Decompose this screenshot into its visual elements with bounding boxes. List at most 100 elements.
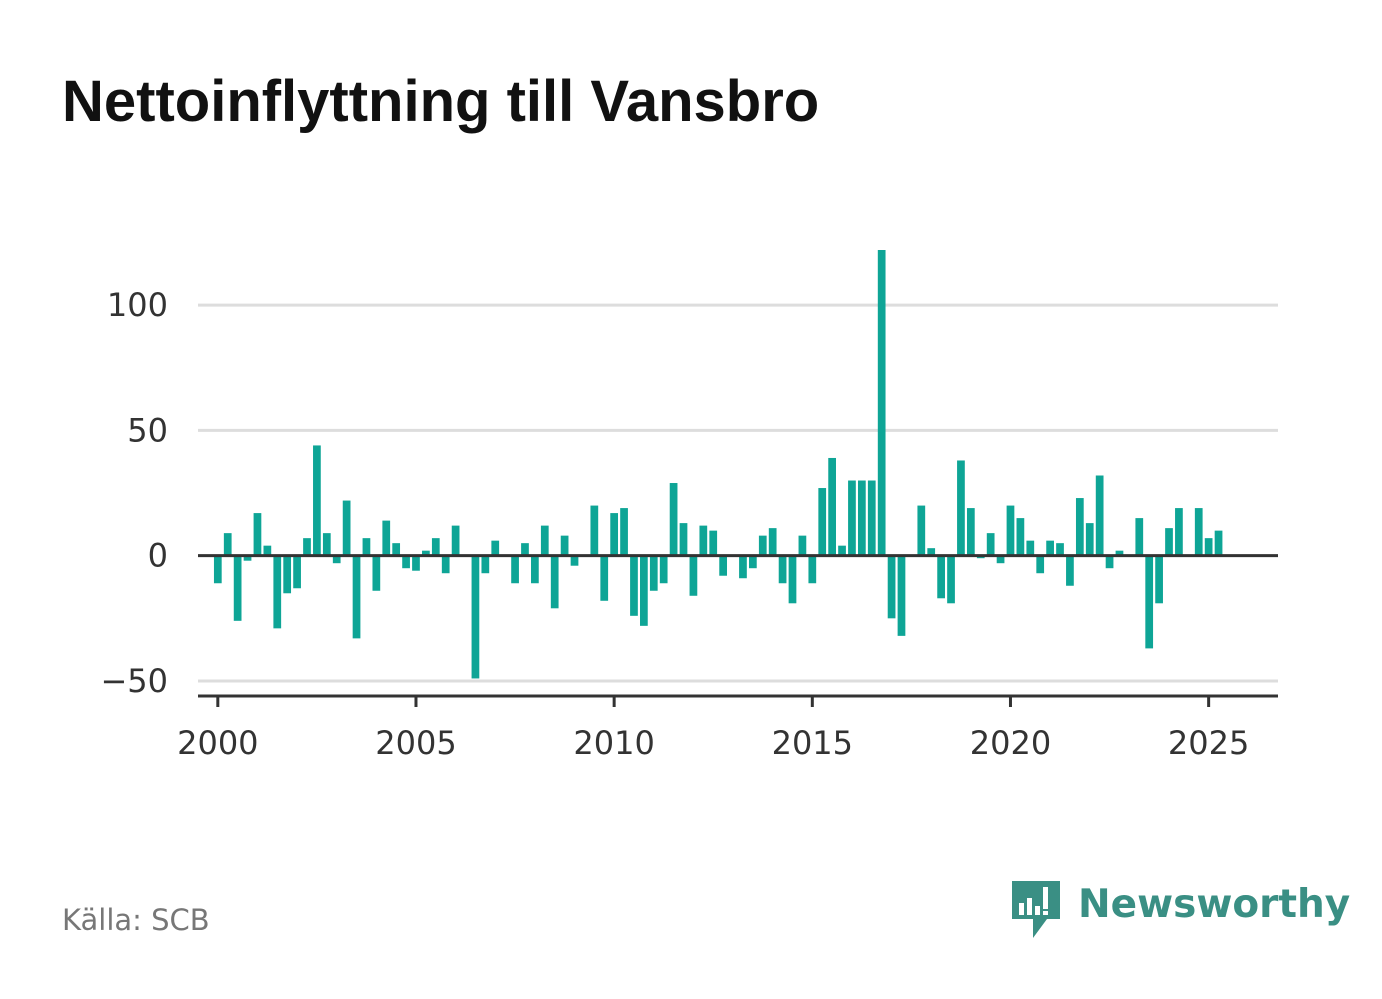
bar	[471, 555, 480, 679]
bar	[1075, 498, 1084, 556]
bar	[1165, 528, 1173, 556]
bar	[986, 533, 995, 556]
bar	[481, 555, 490, 574]
bars	[213, 250, 1223, 679]
bar	[1085, 523, 1094, 556]
gridlines	[198, 303, 1278, 683]
bar	[283, 555, 292, 594]
bar	[1036, 555, 1045, 574]
bar	[1066, 555, 1074, 586]
bar	[402, 555, 410, 569]
bar	[451, 525, 460, 556]
newsworthy-logo[interactable]: Newsworthy	[1012, 881, 1350, 938]
bar	[431, 538, 440, 556]
bar	[1204, 538, 1213, 556]
bar	[957, 460, 965, 556]
x-tick-label: 2015	[772, 724, 853, 762]
bar	[233, 555, 242, 621]
bar	[699, 525, 708, 556]
x-tick-label: 2000	[177, 724, 258, 762]
bar	[719, 555, 728, 576]
bar	[531, 555, 539, 584]
bar	[630, 555, 638, 616]
bar	[996, 555, 1005, 564]
bar	[511, 555, 519, 584]
source-label: Källa: SCB	[62, 903, 210, 937]
bar	[610, 513, 619, 556]
bar	[758, 535, 767, 556]
bar	[313, 445, 321, 556]
bar	[263, 545, 272, 556]
bar	[293, 555, 301, 589]
brand-name: Newsworthy	[1078, 882, 1350, 927]
bar	[867, 480, 876, 556]
bar	[818, 488, 827, 556]
bar	[1145, 555, 1154, 649]
bar	[838, 545, 846, 556]
bar	[570, 555, 579, 566]
bar	[590, 505, 599, 556]
y-tick-label: 50	[127, 411, 168, 449]
bar	[1194, 508, 1203, 556]
bar	[1026, 540, 1035, 556]
bar	[748, 555, 757, 569]
bar	[253, 513, 262, 556]
bar	[521, 543, 529, 556]
bar	[1155, 555, 1163, 604]
bar	[709, 530, 718, 556]
y-tick-label: −50	[100, 662, 168, 700]
bar	[1175, 508, 1183, 556]
bar	[620, 508, 628, 556]
bar	[441, 555, 450, 574]
bar	[778, 555, 787, 584]
bar	[828, 457, 836, 556]
bar	[372, 555, 381, 591]
bar	[966, 508, 975, 556]
y-tick-label: 100	[107, 286, 168, 324]
bar	[1115, 550, 1124, 556]
bar	[273, 555, 282, 629]
bar	[877, 250, 886, 556]
x-tick-label: 2010	[573, 724, 654, 762]
x-tick-label: 2025	[1168, 724, 1249, 762]
bar	[768, 528, 777, 556]
x-axis: 2000 2005 2010 2015 2020 2025	[177, 696, 1249, 762]
bar	[540, 525, 549, 556]
bar	[362, 538, 371, 556]
bar	[342, 500, 351, 556]
x-tick-label: 2020	[970, 724, 1051, 762]
bar	[649, 555, 658, 591]
bar	[600, 555, 609, 601]
bar	[689, 555, 698, 596]
bar	[788, 555, 797, 604]
bar	[1006, 505, 1015, 556]
bar	[1016, 518, 1025, 556]
bar	[947, 555, 955, 604]
bar	[422, 550, 430, 556]
bar	[1046, 540, 1054, 556]
chart-title: Nettoinflyttning till Vansbro	[62, 69, 819, 134]
bar	[550, 555, 559, 609]
bar	[848, 480, 856, 556]
bar	[937, 555, 945, 599]
bar	[917, 505, 926, 556]
bar	[382, 520, 391, 556]
bar	[1214, 530, 1223, 556]
bar	[679, 523, 688, 556]
bar	[322, 533, 331, 556]
bar	[659, 555, 668, 584]
bar	[352, 555, 361, 639]
bar	[927, 548, 936, 556]
bar	[560, 535, 569, 556]
bar	[223, 533, 232, 556]
bar	[1105, 555, 1114, 569]
bar	[887, 555, 896, 619]
bar	[243, 555, 252, 561]
bar	[303, 538, 311, 556]
x-tick-label: 2005	[375, 724, 456, 762]
bar	[897, 555, 906, 636]
bar	[808, 555, 817, 584]
bar	[213, 555, 222, 584]
bar	[1056, 543, 1064, 556]
